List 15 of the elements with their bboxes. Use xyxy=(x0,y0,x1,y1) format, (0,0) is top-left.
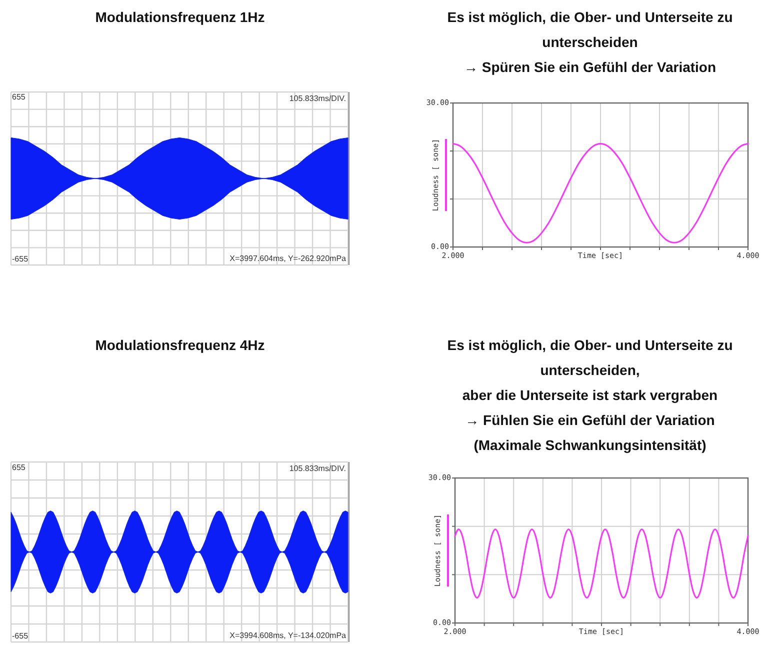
line-series xyxy=(452,143,749,244)
chart-title: Es ist möglich, die Ober- und Unterseite zu unterscheiden xyxy=(447,9,733,50)
annotation: X=3994.608ms, Y=-134.020mPa xyxy=(230,631,347,640)
chart-subtitle: → Spüren Sie ein Gefühl der Variation xyxy=(464,59,716,75)
annotation: 105.833ms/DIV. xyxy=(289,464,346,473)
chart-title: Modulationsfrequenz 4Hz xyxy=(95,337,265,353)
annotation: X=3997.604ms, Y=-262.920mPa xyxy=(230,254,347,263)
y-tick-label: 655 xyxy=(12,92,26,102)
y-tick-label: 655 xyxy=(12,462,26,472)
y-tick-label: -655 xyxy=(12,254,29,264)
chart-subtitle: aber die Unterseite ist stark vergraben → Fühlen Sie ein Gefühl der Variation (Maximale Schwankungsintensität) xyxy=(462,387,718,453)
line-series xyxy=(454,528,749,599)
annotation: 105.833ms/DIV. xyxy=(289,94,346,103)
chart-title: Modulationsfrequenz 1Hz xyxy=(95,9,265,25)
y-tick-label: -655 xyxy=(12,631,29,640)
